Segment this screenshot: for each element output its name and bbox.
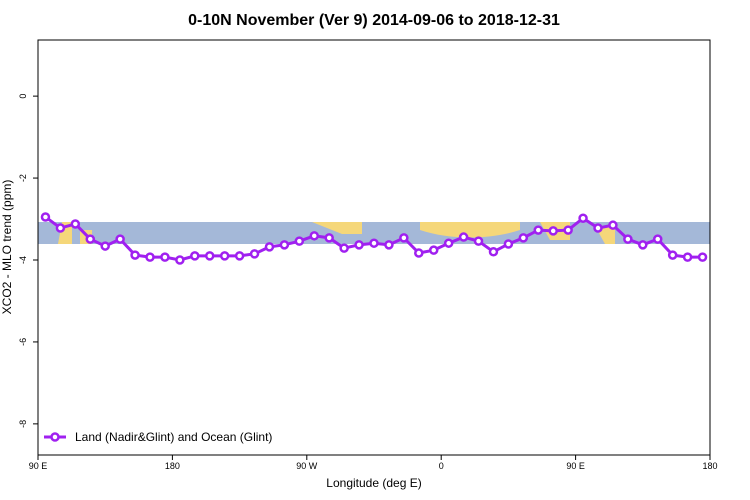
- point: [70, 219, 81, 229]
- point: [264, 242, 275, 252]
- point: [219, 251, 230, 261]
- point: [339, 243, 349, 253]
- point: [428, 245, 439, 255]
- x-axis-label: Longitude (deg E): [326, 476, 421, 490]
- x-tick-label: 90 E: [566, 461, 585, 471]
- point: [175, 255, 185, 265]
- point: [697, 252, 708, 262]
- point: [473, 236, 484, 246]
- point: [638, 240, 648, 250]
- point: [85, 234, 96, 244]
- point: [204, 251, 215, 261]
- y-tick-label: -8: [18, 420, 28, 428]
- point: [458, 232, 469, 242]
- point: [309, 231, 320, 241]
- point: [518, 233, 529, 243]
- point: [563, 225, 573, 235]
- point: [115, 234, 125, 244]
- point: [190, 251, 200, 261]
- point: [593, 223, 603, 233]
- point: [623, 234, 633, 244]
- legend-marker: [50, 432, 60, 442]
- point: [130, 250, 140, 260]
- point: [294, 236, 305, 246]
- x-tick-label: 0: [439, 461, 444, 471]
- plot-frame: [37, 39, 711, 456]
- chart-title: 0-10N November (Ver 9) 2014-09-06 to 201…: [188, 12, 560, 29]
- point: [384, 240, 394, 250]
- x-tick-label: 90 W: [296, 461, 318, 471]
- point: [414, 248, 424, 258]
- point: [249, 249, 260, 259]
- legend-label: Land (Nadir&Glint) and Ocean (Glint): [75, 430, 272, 444]
- y-tick-label: 0: [18, 94, 28, 99]
- x-tick-label: 180: [702, 461, 717, 471]
- y-tick-label: -4: [18, 256, 28, 264]
- point: [279, 240, 290, 250]
- point: [160, 252, 170, 262]
- point: [145, 252, 155, 262]
- x-tick-label: 180: [165, 461, 180, 471]
- point: [548, 226, 558, 236]
- point: [40, 212, 51, 222]
- point: [652, 234, 663, 244]
- point: [682, 252, 693, 262]
- x-tick-label: 90 E: [29, 461, 48, 471]
- point: [354, 240, 364, 250]
- point: [369, 238, 379, 248]
- point: [533, 225, 544, 235]
- y-tick-label: -6: [18, 338, 28, 346]
- point: [578, 213, 588, 223]
- point: [443, 238, 454, 248]
- point: [100, 241, 110, 251]
- point: [399, 233, 409, 243]
- point: [503, 239, 514, 249]
- point: [324, 233, 334, 243]
- point: [234, 251, 245, 261]
- point: [55, 223, 66, 233]
- point: [667, 250, 678, 260]
- y-axis-label: XCO2 - MLO trend (ppm): [0, 180, 14, 315]
- point: [608, 220, 618, 230]
- point: [488, 247, 499, 257]
- y-tick-label: -2: [18, 174, 28, 182]
